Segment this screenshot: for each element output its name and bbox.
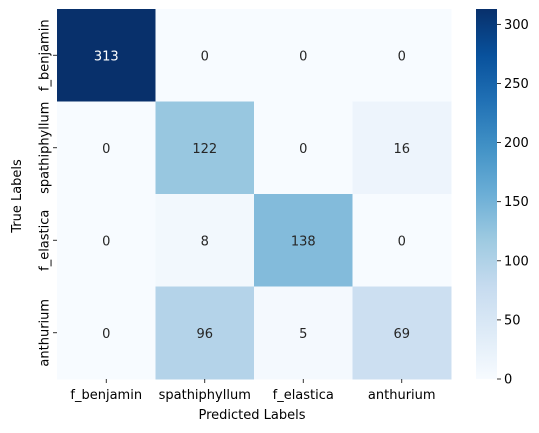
cell-value-label: 0 <box>299 142 307 157</box>
cell-value-label: 0 <box>102 142 110 157</box>
colorbar-tick-label: 300 <box>504 18 529 33</box>
cell-value-label: 0 <box>299 49 307 64</box>
heatmap-cell <box>155 9 255 102</box>
cell-value-label: 16 <box>393 142 410 157</box>
y-axis-ticks: f_benjamin spathiphyllum f_elasticaanthuri… <box>38 19 57 367</box>
heatmap-cell <box>352 194 452 287</box>
heatmap-cell <box>254 101 353 195</box>
cell-value-label: 0 <box>102 327 110 342</box>
x-tick-label: spathiphyllum <box>159 388 251 403</box>
cell-value-label: 138 <box>291 234 316 249</box>
heatmap-cell <box>254 9 353 102</box>
cell-value-label: 5 <box>299 327 307 342</box>
cell-value-label: 0 <box>201 49 209 64</box>
colorbar-tick-label: 100 <box>504 254 529 269</box>
heatmap-cell <box>155 286 255 380</box>
cell-value-label: 69 <box>393 327 410 342</box>
x-tick-label: f_benjamin <box>70 388 142 403</box>
heatmap-cell-labels: 313 0 0 0 0 122 0 16 0 8 138 0 0 96 5 69 <box>94 49 410 342</box>
x-axis-ticks: f_benjamin spathiphyllum f_elastica anthuri… <box>70 379 436 403</box>
heatmap-cell <box>254 286 353 380</box>
colorbar-tick-label: 250 <box>504 77 529 92</box>
colorbar-tick-label: 200 <box>504 136 529 151</box>
heatmap-cell <box>57 194 156 287</box>
x-tick-label: anthurium <box>368 388 436 403</box>
heatmap-cell <box>57 286 156 380</box>
y-tick-label: spathiphyllum <box>38 102 53 194</box>
heatmap-cell <box>57 101 156 195</box>
cell-value-label: 313 <box>94 49 119 64</box>
heatmap-cell <box>155 194 255 287</box>
colorbar-tick-label: 0 <box>504 373 512 388</box>
x-axis-label: Predicted Labels <box>198 408 305 423</box>
cell-value-label: 96 <box>196 327 213 342</box>
x-tick-label: f_elastica <box>273 388 334 403</box>
cell-value-label: 0 <box>398 234 406 249</box>
y-axis-label: True Labels <box>10 159 25 234</box>
heatmap-cell <box>352 101 452 195</box>
colorbar <box>476 9 497 379</box>
cell-value-label: 122 <box>192 142 217 157</box>
colorbar-tick-label: 150 <box>504 195 529 210</box>
heatmap-cell <box>352 9 452 102</box>
y-tick-label: f_elastica <box>38 210 53 271</box>
cell-value-label: 0 <box>102 234 110 249</box>
y-tick-label: anthurium <box>38 299 53 367</box>
heatmap-cell <box>254 194 353 287</box>
colorbar-tick-label: 50 <box>504 313 521 328</box>
heatmap-cells <box>57 9 452 380</box>
heatmap-cell <box>57 9 156 102</box>
cell-value-label: 0 <box>398 49 406 64</box>
cell-value-label: 8 <box>201 234 209 249</box>
colorbar-ticks: 0 50 100 150 200 250 300 <box>497 18 529 388</box>
heatmap-cell <box>155 101 255 195</box>
y-tick-label: f_benjamin <box>38 19 53 91</box>
heatmap-cell <box>352 286 452 380</box>
